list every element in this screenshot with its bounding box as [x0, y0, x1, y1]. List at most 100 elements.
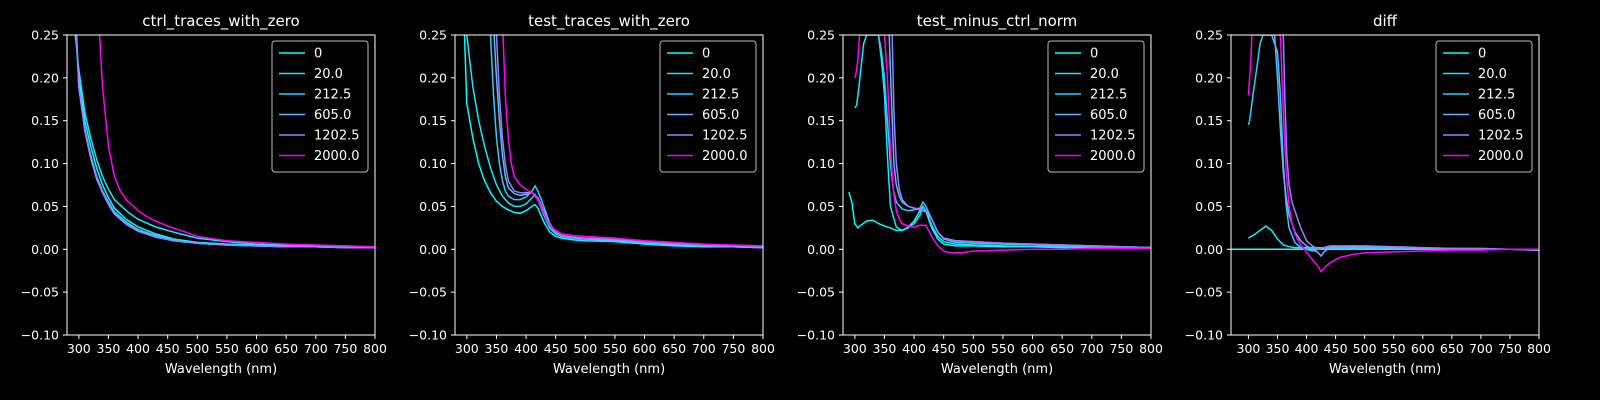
series-line-2000.0: [502, 35, 763, 247]
axes-frame: [66, 34, 376, 336]
x-tick-label: 450: [156, 341, 180, 356]
legend-label: 1202.5: [314, 129, 360, 144]
legend-label: 0: [314, 47, 322, 62]
y-tick-label: 0.05: [31, 199, 59, 214]
x-tick-label: 750: [1109, 341, 1133, 356]
y-tick-label: −0.10: [1185, 328, 1223, 343]
series-group: [848, 35, 1151, 254]
legend-label: 1202.5: [702, 129, 748, 144]
y-tick-label: −0.10: [21, 328, 59, 343]
legend-label: 1202.5: [1478, 129, 1524, 144]
chart-panel-4: 300 350 400 450 500 550 600 650 700 750 800 −0.10 −0…: [1185, 12, 1551, 377]
legend-label: 212.5: [702, 88, 739, 103]
x-tick-label: 500: [573, 341, 597, 356]
legend-label: 212.5: [1478, 88, 1515, 103]
x-tick-label: 350: [1266, 341, 1290, 356]
y-tick-label: −0.05: [1185, 285, 1223, 300]
chart-title: test_minus_ctrl_norm: [917, 12, 1078, 31]
series-group: [1231, 35, 1539, 273]
y-tick-label: 0.05: [419, 199, 447, 214]
x-tick-label: 650: [274, 341, 298, 356]
legend-label: 1202.5: [1090, 129, 1136, 144]
x-tick-label: 800: [1527, 341, 1551, 356]
x-tick-label: 800: [1139, 341, 1163, 356]
chart-title: diff: [1373, 12, 1398, 30]
x-tick-label: 400: [1295, 341, 1319, 356]
x-axis-label: Wavelength (nm): [165, 362, 277, 377]
y-tick-label: 0.25: [31, 28, 59, 43]
y-tick-label: 0.20: [807, 70, 835, 85]
y-tick-label: 0.15: [419, 113, 447, 128]
legend: 0 20.0 212.5 605.0 1202.5 2000.0: [659, 40, 757, 173]
legend-label: 20.0: [314, 67, 343, 82]
x-tick-label: 600: [633, 341, 657, 356]
x-tick-label: 400: [126, 341, 150, 356]
x-tick-label: 700: [304, 341, 328, 356]
series-line-2000.0: [98, 35, 375, 248]
series-line-212.5: [877, 35, 1151, 249]
legend: 0 20.0 212.5 605.0 1202.5 2000.0: [1435, 40, 1533, 173]
axes-frame: [1230, 34, 1540, 336]
legend-label: 20.0: [702, 67, 731, 82]
legend-label: 2000.0: [314, 149, 360, 164]
y-tick-label: −0.05: [409, 285, 447, 300]
legend: 0 20.0 212.5 605.0 1202.5 2000.0: [1047, 40, 1145, 173]
x-tick-label: 500: [185, 341, 209, 356]
legend-label: 2000.0: [1478, 149, 1524, 164]
legend: 0 20.0 212.5 605.0 1202.5 2000.0: [271, 40, 369, 173]
x-tick-label: 650: [662, 341, 686, 356]
series-line-0: [463, 35, 763, 249]
legend-label: 0: [1478, 47, 1486, 62]
y-tick-label: 0.20: [1195, 70, 1223, 85]
y-tick-label: 0.00: [419, 242, 447, 257]
y-tick-label: 0.15: [31, 113, 59, 128]
y-tick-label: 0.15: [807, 113, 835, 128]
y-tick-label: 0.10: [1195, 156, 1223, 171]
x-axis-label: Wavelength (nm): [1329, 362, 1441, 377]
series-line-0: [75, 35, 375, 249]
chart-panel-1: 300 350 400 450 500 550 600 650 700 750 800 −0.10 −0…: [21, 12, 387, 377]
x-tick-label: 700: [1080, 341, 1104, 356]
y-tick-label: 0.25: [1195, 28, 1223, 43]
y-tick-label: 0.00: [807, 242, 835, 257]
x-tick-label: 600: [1021, 341, 1045, 356]
y-tick-label: 0.20: [419, 70, 447, 85]
legend-label: 20.0: [1478, 67, 1507, 82]
x-tick-label: 450: [932, 341, 956, 356]
legend-label: 605.0: [702, 108, 739, 123]
y-tick-label: 0.10: [419, 156, 447, 171]
legend-label: 605.0: [1090, 108, 1127, 123]
x-tick-label: 800: [751, 341, 775, 356]
x-tick-label: 500: [961, 341, 985, 356]
x-tick-label: 500: [1353, 341, 1377, 356]
legend-label: 0: [702, 47, 710, 62]
x-tick-label: 450: [1324, 341, 1348, 356]
x-tick-label: 550: [603, 341, 627, 356]
y-tick-label: −0.05: [797, 285, 835, 300]
y-tick-label: 0.20: [31, 70, 59, 85]
x-axis-label: Wavelength (nm): [941, 362, 1053, 377]
series-line-2000.0: [1247, 35, 1539, 273]
series-line-1202.5: [891, 35, 1151, 249]
y-tick-label: −0.10: [409, 328, 447, 343]
y-tick-label: 0.00: [31, 242, 59, 257]
x-tick-label: 300: [455, 341, 479, 356]
y-tick-label: 0.10: [807, 156, 835, 171]
x-tick-label: 550: [991, 341, 1015, 356]
x-tick-label: 800: [363, 341, 387, 356]
x-tick-label: 300: [67, 341, 91, 356]
chart-panel-2: 300 350 400 450 500 550 600 650 700 750 800 −0.10 −0…: [409, 12, 775, 377]
series-line-20.0: [1248, 225, 1539, 251]
legend-label: 2000.0: [1090, 149, 1136, 164]
series-group: [74, 35, 375, 249]
x-tick-label: 750: [1498, 341, 1522, 356]
x-tick-label: 350: [485, 341, 509, 356]
x-tick-label: 450: [544, 341, 568, 356]
x-tick-label: 400: [902, 341, 926, 356]
legend-label: 212.5: [1090, 88, 1127, 103]
y-tick-label: 0.00: [1195, 242, 1223, 257]
x-tick-label: 700: [692, 341, 716, 356]
x-tick-label: 600: [245, 341, 269, 356]
y-tick-label: 0.05: [807, 199, 835, 214]
